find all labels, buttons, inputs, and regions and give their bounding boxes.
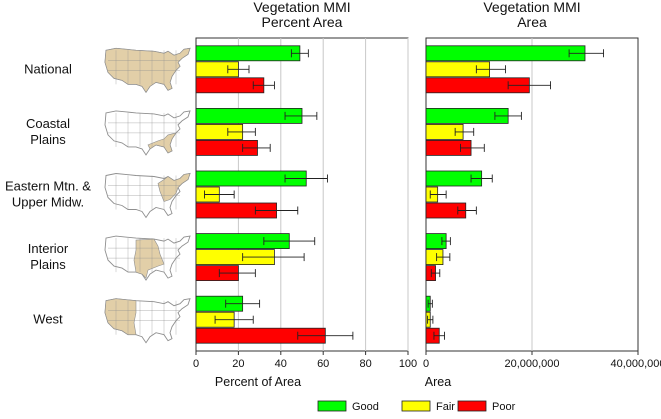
x-axis-title: Percent of Area bbox=[215, 375, 301, 389]
x-tick-label: 0 bbox=[193, 358, 199, 370]
map-west bbox=[104, 298, 191, 344]
region-label-eastern-mtn: Eastern Mtn. & bbox=[5, 179, 91, 194]
region-label-eastern-mtn: Upper Midw. bbox=[12, 195, 84, 210]
x-tick-label: 0 bbox=[423, 358, 429, 370]
map-interior-plains bbox=[104, 235, 191, 281]
chart-title-line: Percent Area bbox=[262, 14, 343, 30]
x-axis-title: Area bbox=[425, 375, 451, 389]
chart-title-line: Area bbox=[517, 14, 547, 30]
highlighted-region bbox=[133, 238, 165, 279]
region-label-coastal-plains: Coastal bbox=[26, 116, 70, 131]
legend-swatch-good bbox=[317, 400, 347, 412]
chart-title-line: Vegetation MMI bbox=[253, 0, 350, 15]
legend-swatch-fair bbox=[401, 400, 431, 412]
x-tick-label: 40,000,000 bbox=[610, 358, 661, 370]
region-label-coastal-plains: Plains bbox=[30, 132, 66, 147]
region-label-interior-plains: Interior bbox=[28, 241, 69, 256]
legend-label-poor: Poor bbox=[492, 401, 516, 413]
region-maps bbox=[104, 47, 191, 344]
bar-good-national bbox=[425, 45, 586, 62]
legend: Good Fair Poor bbox=[317, 400, 516, 413]
x-tick-label: 60 bbox=[317, 358, 329, 370]
highlighted-region bbox=[104, 298, 137, 336]
region-label-west: West bbox=[33, 312, 63, 327]
legend-label-good: Good bbox=[352, 401, 379, 413]
bar-good-national bbox=[195, 45, 301, 62]
x-tick-label: 20 bbox=[232, 358, 244, 370]
x-tick-label: 80 bbox=[359, 358, 371, 370]
chart-title-line: Vegetation MMI bbox=[483, 0, 580, 15]
x-tick-label: 100 bbox=[399, 358, 417, 370]
map-eastern-mtn bbox=[104, 172, 191, 219]
x-tick-label: 40 bbox=[275, 358, 287, 370]
map-coastal-plains bbox=[104, 110, 191, 156]
map-national bbox=[104, 47, 191, 94]
region-label-national: National bbox=[24, 61, 72, 76]
legend-label-fair: Fair bbox=[436, 401, 455, 413]
x-tick-label: 20,000,000 bbox=[504, 358, 559, 370]
region-label-interior-plains: Plains bbox=[30, 257, 66, 272]
legend-swatch-poor bbox=[457, 400, 487, 412]
